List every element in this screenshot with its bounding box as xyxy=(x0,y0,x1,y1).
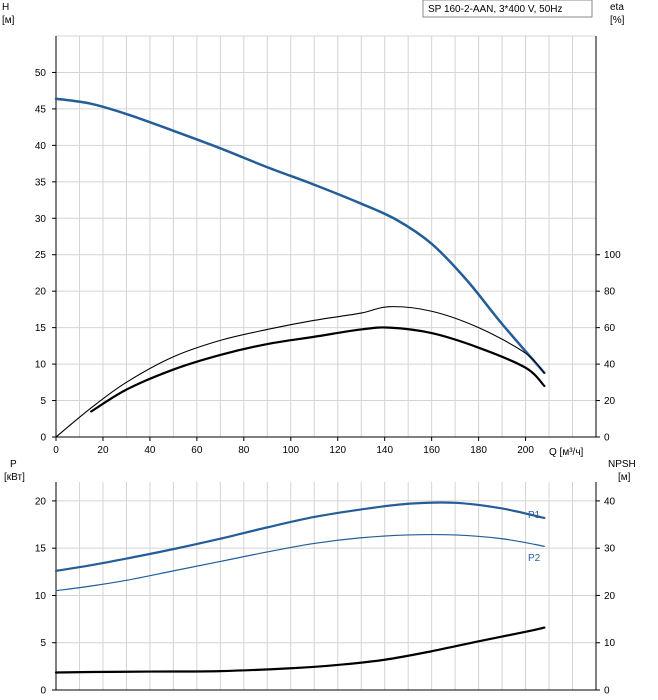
top-left-tick-label: 15 xyxy=(35,323,47,334)
bottom-right-tick-label: 0 xyxy=(604,686,610,697)
top-series xyxy=(54,97,546,438)
top-right-tick-label: 60 xyxy=(604,323,616,334)
top-x-tick-label: 180 xyxy=(470,445,487,456)
bottom-right-tick-label: 20 xyxy=(604,591,616,602)
bottom-series-line-2 xyxy=(54,626,546,674)
top-x-tick-label: 200 xyxy=(517,445,534,456)
top-tick-labels: 0 5 10 15 20 25 30 35 40 45 50 0 20 40 60 80 100 0 20 40 60 8… xyxy=(35,68,621,456)
top-series-line-0 xyxy=(54,97,546,375)
bottom-series-line-0 xyxy=(54,501,546,572)
top-x-tick-label: 0 xyxy=(53,445,59,456)
top-x-tick-label: 20 xyxy=(97,445,109,456)
top-x-tick-label: 100 xyxy=(282,445,299,456)
bottom-left-tick-label: 10 xyxy=(35,591,47,602)
top-x-tick-label: 140 xyxy=(376,445,393,456)
bottom-right-tick-label: 40 xyxy=(604,496,616,507)
top-right-tick-label: 20 xyxy=(604,396,616,407)
bottom-left-tick-label: 20 xyxy=(35,496,47,507)
top-x-tick-label: 60 xyxy=(191,445,203,456)
top-series-line-2 xyxy=(90,326,546,413)
top-right-tick-label: 0 xyxy=(604,433,610,444)
top-left-tick-label: 45 xyxy=(35,104,47,115)
bottom-left-tick-label: 5 xyxy=(40,638,46,649)
top-right-tick-label: 100 xyxy=(604,250,621,261)
top-x-tick-label: 80 xyxy=(238,445,250,456)
bottom-series-line-1 xyxy=(55,533,545,592)
top-series-line-1 xyxy=(55,306,545,438)
eta-axis-title: eta xyxy=(610,2,624,13)
npsh-axis-unit: [м] xyxy=(618,472,631,483)
top-left-tick-label: 10 xyxy=(35,360,47,371)
bottom-grid xyxy=(55,482,597,691)
top-left-tick-label: 25 xyxy=(35,250,47,261)
top-x-tick-label: 160 xyxy=(423,445,440,456)
series-label-p2: P2 xyxy=(528,553,541,564)
head-efficiency-panel: 0 5 10 15 20 25 30 35 40 45 50 0 20 40 60 80 100 0 20 40 60 8… xyxy=(2,0,625,458)
head-axis-unit: [м] xyxy=(2,15,15,26)
power-axis-title: P xyxy=(10,459,17,470)
top-left-tick-label: 0 xyxy=(40,433,46,444)
top-grid xyxy=(55,35,597,438)
top-left-tick-label: 20 xyxy=(35,287,47,298)
bottom-right-tick-label: 30 xyxy=(604,544,616,555)
top-left-tick-label: 40 xyxy=(35,141,47,152)
npsh-axis-title: NPSH xyxy=(608,459,636,470)
flow-axis-title: Q [м³/ч] xyxy=(549,447,584,458)
bottom-left-tick-label: 15 xyxy=(35,544,47,555)
bottom-left-tick-label: 0 xyxy=(40,686,46,697)
series-label-p1: P1 xyxy=(528,510,541,521)
bottom-right-tick-label: 10 xyxy=(604,638,616,649)
top-right-tick-label: 40 xyxy=(604,360,616,371)
top-x-tick-label: 40 xyxy=(144,445,156,456)
eta-axis-unit: [%] xyxy=(610,15,625,26)
top-right-tick-label: 80 xyxy=(604,287,616,298)
power-npsh-panel: 0 5 10 15 20 0 10 20 30 40 P [кВт] NPSH [м] P1 P2 xyxy=(4,459,636,697)
legend-box xyxy=(422,0,593,18)
head-axis-title: H xyxy=(2,2,9,13)
top-left-tick-label: 30 xyxy=(35,214,47,225)
top-left-tick-label: 35 xyxy=(35,177,47,188)
power-axis-unit: [кВт] xyxy=(4,472,25,483)
bottom-series xyxy=(54,501,546,674)
legend-text: SP 160-2-AAN, 3*400 V, 50Hz xyxy=(428,4,563,15)
top-x-tick-label: 120 xyxy=(329,445,346,456)
bottom-tick-labels: 0 5 10 15 20 0 10 20 30 40 xyxy=(35,496,616,696)
top-left-tick-label: 50 xyxy=(35,68,47,79)
top-left-tick-label: 5 xyxy=(40,396,46,407)
